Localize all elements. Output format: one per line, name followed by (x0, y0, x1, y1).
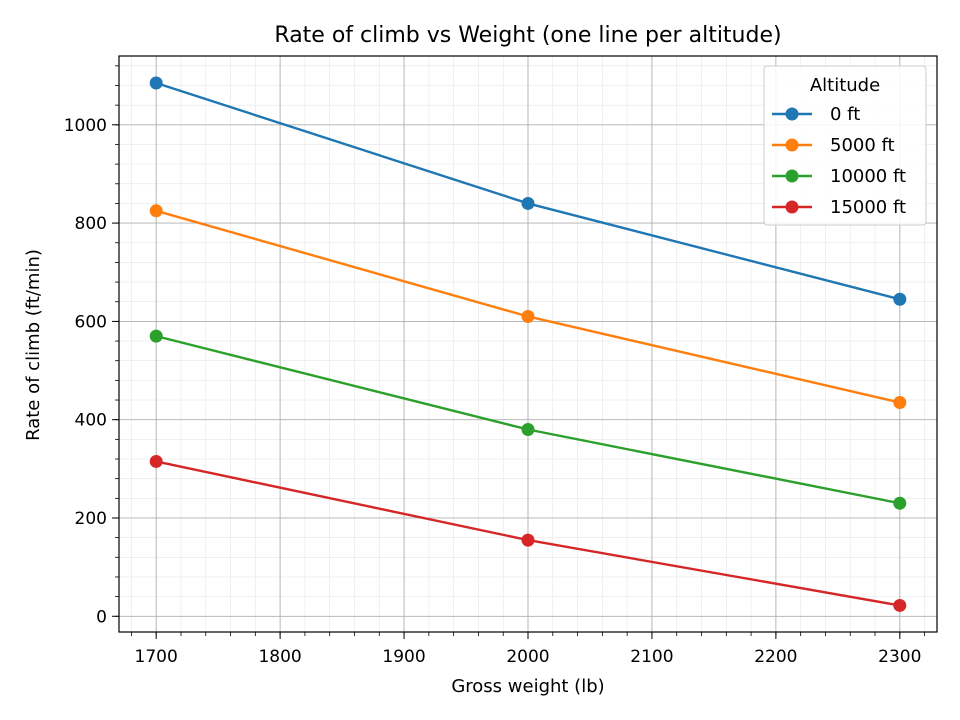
data-point-10000-ft (893, 496, 907, 510)
series-layer (149, 76, 907, 612)
y-tick-label: 600 (75, 312, 107, 332)
data-point-0-ft (521, 196, 535, 210)
x-tick-label: 2300 (878, 647, 921, 667)
legend-label-10000-ft: 10000 ft (830, 166, 906, 187)
data-point-10000-ft (149, 329, 163, 343)
series-10000-ft (149, 329, 907, 510)
y-tick-label: 0 (96, 607, 107, 627)
legend-box (763, 65, 927, 226)
legend-swatch-marker-15000-ft (785, 200, 799, 214)
y-axis-label: Rate of climb (ft/min) (23, 249, 44, 441)
legend-swatch-marker-5000-ft (785, 138, 799, 152)
legend-label-15000-ft: 15000 ft (830, 197, 906, 218)
x-axis-label: Gross weight (lb) (451, 676, 604, 697)
legend: Altitude 0 ft 5000 ft 10000 ft 15000 ft (763, 65, 927, 226)
series-15000-ft (149, 454, 907, 612)
data-point-15000-ft (893, 598, 907, 612)
y-tick-label: 800 (75, 214, 107, 234)
data-point-5000-ft (149, 204, 163, 218)
x-tick-label: 1800 (258, 647, 301, 667)
series-5000-ft (149, 204, 907, 409)
legend-swatch-marker-10000-ft (785, 169, 799, 183)
x-axis-ticks: 1700 1800 1900 2000 2100 2200 2300 (130, 632, 926, 667)
x-tick-label: 2000 (506, 647, 549, 667)
data-point-15000-ft (149, 454, 163, 468)
data-point-5000-ft (893, 395, 907, 409)
x-tick-label: 1900 (382, 647, 425, 667)
y-tick-label: 1000 (64, 116, 107, 136)
legend-title: Altitude (810, 75, 880, 96)
chart-title: Rate of climb vs Weight (one line per al… (274, 23, 781, 48)
x-tick-label: 2200 (754, 647, 797, 667)
y-axis-ticks: 0 200 400 600 800 1000 (64, 65, 119, 627)
y-tick-label: 200 (75, 509, 107, 529)
data-point-5000-ft (521, 309, 535, 323)
legend-swatch-marker-0-ft (785, 107, 799, 121)
data-point-0-ft (149, 76, 163, 90)
y-tick-label: 400 (75, 411, 107, 431)
legend-label-0-ft: 0 ft (830, 104, 860, 125)
data-point-15000-ft (521, 533, 535, 547)
data-point-10000-ft (521, 423, 535, 437)
series-0-ft (149, 76, 907, 306)
data-point-0-ft (893, 292, 907, 306)
legend-label-5000-ft: 5000 ft (830, 135, 895, 156)
x-tick-label: 2100 (630, 647, 673, 667)
x-tick-label: 1700 (135, 647, 178, 667)
